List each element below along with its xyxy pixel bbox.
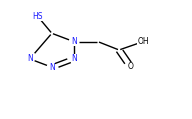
Text: N: N: [71, 37, 77, 46]
Text: O: O: [128, 62, 133, 71]
Text: N: N: [27, 54, 33, 63]
Text: OH: OH: [137, 37, 149, 46]
Text: N: N: [49, 63, 55, 72]
Text: HS: HS: [32, 12, 43, 21]
Text: N: N: [71, 54, 77, 63]
